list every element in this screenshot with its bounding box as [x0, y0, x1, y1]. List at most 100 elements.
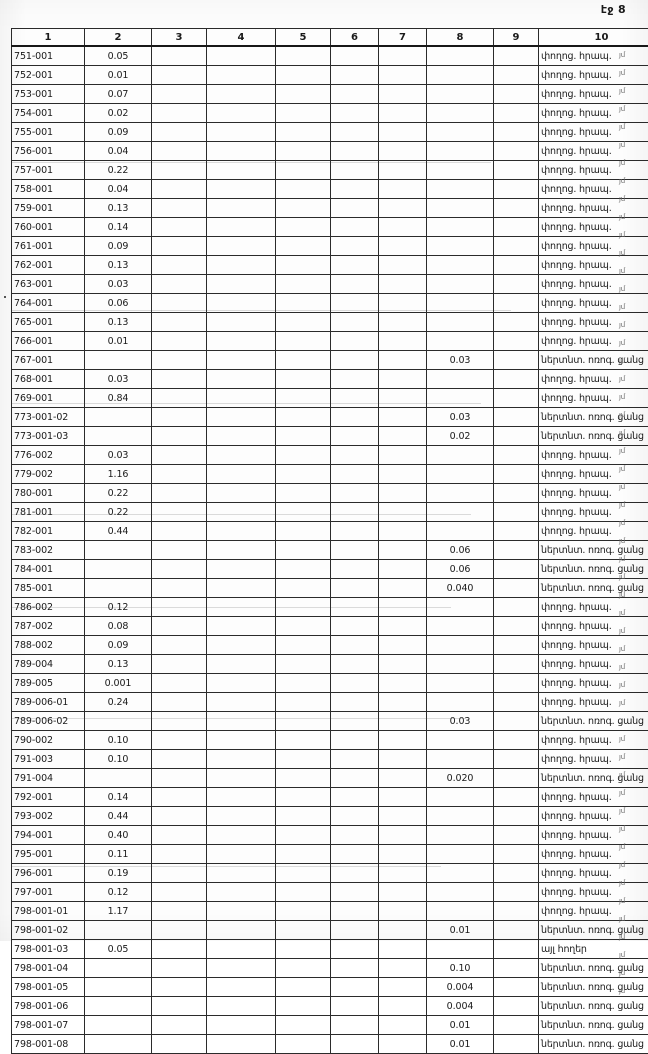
cell-parcel-code: 789-006-01 [12, 693, 85, 712]
margin-stub: յմ [617, 550, 645, 568]
cell-value-col-9 [494, 408, 539, 427]
margin-stub: յմ [617, 532, 645, 550]
cell-value-col-9 [494, 199, 539, 218]
column-header-8: 8 [427, 29, 494, 47]
cell-value-col-3 [152, 313, 207, 332]
cell-value-col-9 [494, 864, 539, 883]
cell-value-col-6 [331, 142, 379, 161]
cell-value-col-2: 0.84 [85, 389, 152, 408]
cell-value-col-4 [207, 161, 276, 180]
cell-value-col-3 [152, 104, 207, 123]
cell-value-col-4 [207, 104, 276, 123]
cell-value-col-8 [427, 180, 494, 199]
margin-stub: յմ [617, 568, 645, 586]
cell-value-col-5 [276, 218, 331, 237]
cell-value-col-3 [152, 237, 207, 256]
margin-stub: յմ [617, 82, 645, 100]
cell-value-col-7 [379, 712, 427, 731]
page-number-label: էջ 8 [601, 3, 626, 16]
cell-value-col-6 [331, 123, 379, 142]
cell-value-col-9 [494, 294, 539, 313]
margin-stub: յմ [617, 838, 645, 856]
cell-value-col-6 [331, 1035, 379, 1054]
cell-value-col-2 [85, 351, 152, 370]
cell-value-col-7 [379, 408, 427, 427]
cell-value-col-5 [276, 712, 331, 731]
margin-stub: յմ [617, 352, 645, 370]
cell-value-col-2 [85, 541, 152, 560]
cell-value-col-4 [207, 218, 276, 237]
cell-value-col-5 [276, 46, 331, 66]
cell-value-col-9 [494, 332, 539, 351]
margin-stub: յմ [617, 118, 645, 136]
margin-stub: յմ [617, 190, 645, 208]
cell-value-col-4 [207, 85, 276, 104]
cell-parcel-code: 798-001-04 [12, 959, 85, 978]
cell-value-col-9 [494, 142, 539, 161]
cell-value-col-7 [379, 218, 427, 237]
cell-value-col-7 [379, 275, 427, 294]
column-header-6: 6 [331, 29, 379, 47]
cell-value-col-8: 0.03 [427, 408, 494, 427]
cell-value-col-2: 0.03 [85, 275, 152, 294]
cell-value-col-8 [427, 845, 494, 864]
cell-value-col-2: 1.16 [85, 465, 152, 484]
cell-value-col-7 [379, 940, 427, 959]
cell-value-col-6 [331, 256, 379, 275]
cell-value-col-8: 0.040 [427, 579, 494, 598]
cell-parcel-code: 791-004 [12, 769, 85, 788]
cell-value-col-4 [207, 256, 276, 275]
cell-value-col-8 [427, 446, 494, 465]
margin-stub: յմ [617, 604, 645, 622]
cell-value-col-6 [331, 978, 379, 997]
cell-value-col-5 [276, 85, 331, 104]
cell-value-col-2 [85, 978, 152, 997]
cell-value-col-2 [85, 1016, 152, 1035]
cell-value-col-3 [152, 902, 207, 921]
cell-value-col-3 [152, 617, 207, 636]
cell-value-col-6 [331, 85, 379, 104]
cell-value-col-8 [427, 598, 494, 617]
cell-value-col-5 [276, 66, 331, 85]
margin-stub: յմ [617, 406, 645, 424]
cell-value-col-7 [379, 161, 427, 180]
cell-value-col-5 [276, 560, 331, 579]
margin-stub: յմ [617, 388, 645, 406]
cell-value-col-9 [494, 522, 539, 541]
cell-value-col-2: 0.08 [85, 617, 152, 636]
cell-value-col-2: 0.40 [85, 826, 152, 845]
margin-stub: յմ [617, 622, 645, 640]
cell-value-col-7 [379, 579, 427, 598]
cell-value-col-7 [379, 978, 427, 997]
cell-value-col-8 [427, 655, 494, 674]
cell-value-col-3 [152, 218, 207, 237]
cell-value-col-5 [276, 408, 331, 427]
cell-value-col-8: 0.004 [427, 997, 494, 1016]
cell-value-col-9 [494, 351, 539, 370]
cell-value-col-3 [152, 655, 207, 674]
column-header-9: 9 [494, 29, 539, 47]
cell-value-col-2: 0.19 [85, 864, 152, 883]
cell-value-col-2: 0.22 [85, 503, 152, 522]
cell-value-col-7 [379, 446, 427, 465]
cell-value-col-9 [494, 541, 539, 560]
cell-value-col-6 [331, 66, 379, 85]
cell-parcel-code: 798-001-03 [12, 940, 85, 959]
cell-value-col-6 [331, 237, 379, 256]
margin-stub: յմ [617, 154, 645, 172]
cell-value-col-3 [152, 199, 207, 218]
cell-parcel-code: 782-001 [12, 522, 85, 541]
cell-value-col-9 [494, 46, 539, 66]
cell-value-col-4 [207, 712, 276, 731]
cell-value-col-9 [494, 66, 539, 85]
